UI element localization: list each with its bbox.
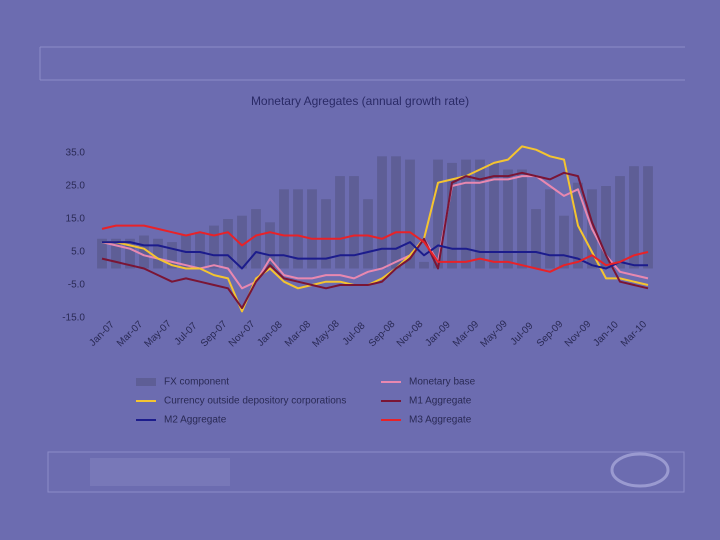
bar <box>349 176 359 269</box>
bar <box>545 189 555 269</box>
legend-label: Monetary base <box>409 377 476 388</box>
bar <box>419 261 429 269</box>
legend-label: FX component <box>164 377 229 388</box>
bar <box>223 219 233 269</box>
legend-label: M3 Aggregate <box>409 415 472 426</box>
bar <box>517 169 527 269</box>
bar <box>293 189 303 269</box>
line <box>101 224 649 273</box>
bar <box>167 242 177 269</box>
bar <box>461 159 471 269</box>
bar <box>97 238 107 269</box>
line <box>102 241 648 270</box>
bar <box>153 238 163 269</box>
y-tick-label: 25.0 <box>66 181 86 192</box>
bar <box>503 169 513 269</box>
bar <box>531 209 541 269</box>
bar <box>601 186 611 269</box>
bar <box>265 222 275 269</box>
bar <box>433 159 443 269</box>
footer-image <box>90 458 230 486</box>
bar <box>475 159 485 269</box>
bar <box>377 156 387 269</box>
bar <box>405 159 415 269</box>
bar <box>363 199 373 269</box>
bar <box>391 156 401 269</box>
y-tick-label: 35.0 <box>66 148 86 159</box>
line <box>101 171 649 310</box>
bar <box>111 238 121 269</box>
bar <box>321 199 331 269</box>
line <box>102 145 649 313</box>
bar <box>615 176 625 269</box>
legend-label: M2 Aggregate <box>164 415 227 426</box>
y-tick-label: 5.0 <box>71 247 85 258</box>
bar <box>139 235 149 269</box>
bar <box>279 189 289 269</box>
bar <box>307 189 317 269</box>
logo <box>610 452 670 488</box>
bar <box>489 162 499 269</box>
bar <box>643 166 653 269</box>
legend-swatch <box>136 378 156 386</box>
bar <box>125 238 135 269</box>
legend-label: M1 Aggregate <box>409 396 472 407</box>
y-tick-label: 15.0 <box>66 214 86 225</box>
bar <box>447 162 457 269</box>
bar <box>559 215 569 269</box>
y-tick-label: -15.0 <box>62 313 85 324</box>
bar <box>195 232 205 269</box>
legend-label: Currency outside depository corporations <box>164 396 346 407</box>
y-tick-label: -5.0 <box>68 280 86 291</box>
bar <box>335 176 345 269</box>
footer-box <box>47 451 685 493</box>
bar <box>629 166 639 269</box>
bar <box>251 209 261 269</box>
bar <box>209 225 219 269</box>
chart-title: Monetary Agregates (annual growth rate) <box>251 94 469 108</box>
bar <box>237 215 247 269</box>
line <box>101 175 649 290</box>
